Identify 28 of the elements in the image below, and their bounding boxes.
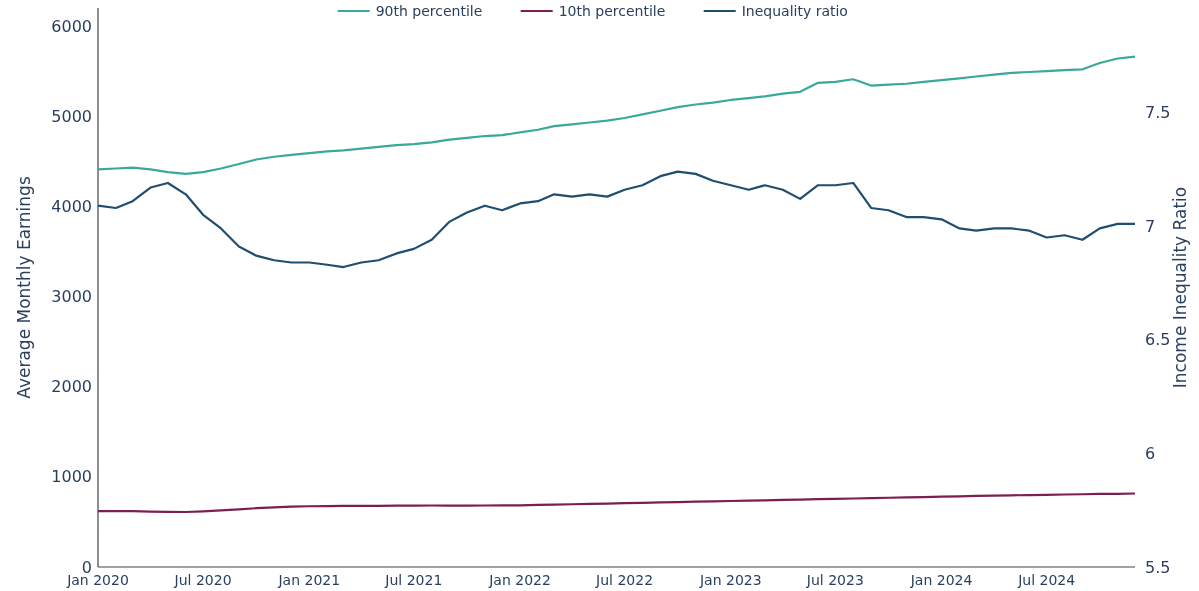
y2-tick-label: 5.5 (1145, 557, 1171, 577)
y-tick-label: 4000 (51, 196, 92, 216)
y-tick-label: 5000 (51, 106, 92, 126)
y2-tick-label: 6 (1145, 443, 1156, 463)
x-tick-label: Jan 2024 (909, 572, 973, 588)
legend-label: 10th percentile (558, 3, 666, 19)
x-tick-label: Jan 2022 (488, 572, 551, 588)
y-tick-label: 3000 (51, 287, 92, 307)
legend-label: 90th percentile (375, 3, 483, 19)
x-tick-label: Jul 2024 (1017, 572, 1076, 588)
x-tick-label: Jul 2021 (384, 572, 443, 588)
y2-tick-label: 7.5 (1145, 103, 1171, 123)
line-series (96, 55, 1137, 175)
y-tick-label: 2000 (51, 377, 92, 397)
x-tick-label: Jul 2022 (595, 572, 654, 588)
y-tick-label: 6000 (51, 16, 92, 36)
legend-label: Inequality ratio (741, 3, 848, 19)
y-tick-label: 1000 (51, 467, 92, 487)
line-series (96, 492, 1137, 514)
x-tick-label: Jan 2023 (698, 572, 762, 588)
y-axis-title: Average Monthly Earnings (14, 176, 34, 399)
x-tick-label: Jul 2023 (805, 572, 864, 588)
x-tick-label: Jan 2021 (277, 572, 341, 588)
y2-tick-label: 6.5 (1145, 330, 1171, 350)
line-series (96, 170, 1137, 269)
x-tick-label: Jul 2020 (173, 572, 232, 588)
y2-tick-label: 7 (1145, 216, 1156, 236)
y2-axis-title: Income Inequality Ratio (1170, 186, 1190, 389)
